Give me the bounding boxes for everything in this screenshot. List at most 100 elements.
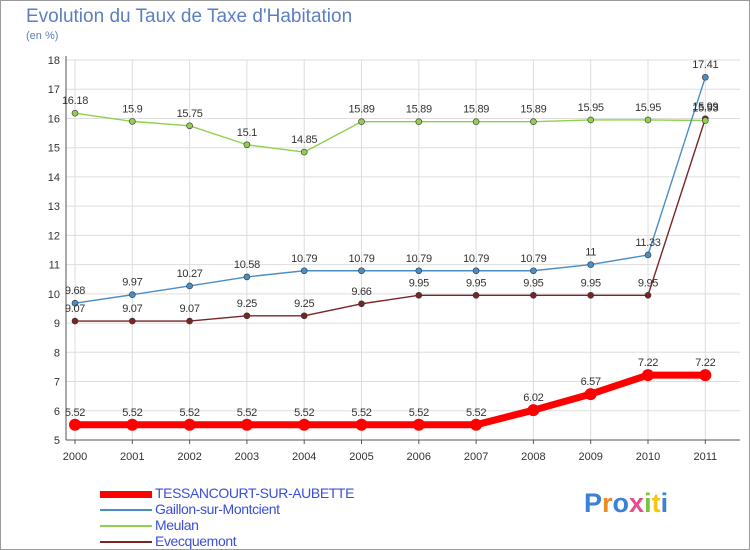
logo-letter: t <box>651 488 661 518</box>
data-point <box>527 404 540 417</box>
data-label: 7.22 <box>695 357 715 369</box>
data-label: 15.89 <box>406 104 432 116</box>
legend-item: Gaillon-sur-Montcient <box>100 501 400 518</box>
x-tick-label: 2004 <box>292 451 316 463</box>
chart-subtitle: (en %) <box>26 30 59 42</box>
data-point <box>472 118 480 125</box>
data-label: 9.07 <box>122 303 142 315</box>
data-point <box>71 317 79 325</box>
data-point <box>71 109 79 117</box>
data-label: 15.95 <box>578 102 604 114</box>
legend-swatch <box>100 509 152 511</box>
data-label: 9.07 <box>179 303 199 315</box>
y-tick-label: 14 <box>48 172 60 184</box>
data-label: 10.79 <box>348 253 374 265</box>
data-label: 6.57 <box>581 376 601 388</box>
axes <box>65 56 740 444</box>
data-label: 11.33 <box>635 237 660 249</box>
data-label: 9.97 <box>122 277 142 289</box>
data-point <box>415 267 423 275</box>
y-tick-labels: 5 6 7 8 9 10 11 12 13 14 15 16 17 18 <box>48 55 60 447</box>
data-point <box>415 118 423 125</box>
data-point <box>300 148 308 156</box>
data-label: 15.1 <box>237 127 257 139</box>
data-label: 15.75 <box>177 108 203 120</box>
data-point <box>186 317 193 325</box>
legend-item: Meulan <box>100 517 400 534</box>
x-tick-label: 2010 <box>636 451 660 463</box>
data-point <box>644 292 652 299</box>
data-label: 9.66 <box>351 286 371 298</box>
legend: TESSANCOURT-SUR-AUBETTE Gaillon-sur-Mont… <box>100 485 400 550</box>
y-tick-label: 18 <box>48 55 60 67</box>
series-line <box>74 77 706 304</box>
data-point <box>240 418 253 431</box>
data-label: 9.07 <box>65 303 85 315</box>
data-point <box>642 369 654 382</box>
data-label: 9.95 <box>581 277 601 289</box>
data-label: 9.95 <box>466 277 486 289</box>
data-label: 5.52 <box>466 407 486 419</box>
data-point <box>584 388 597 401</box>
data-label: 7.22 <box>638 357 658 369</box>
data-point <box>358 118 365 125</box>
data-point <box>530 118 537 125</box>
data-labels: 5.52 5.52 5.52 5.52 5.52 5.52 5.52 5.52 6.02 6.57… <box>62 59 719 419</box>
data-point <box>701 73 709 81</box>
data-point <box>129 291 136 299</box>
data-label: 9.95 <box>638 277 658 289</box>
data-point <box>355 418 368 431</box>
data-point <box>126 418 139 431</box>
y-tick-label: 9 <box>54 318 60 330</box>
data-point <box>129 118 136 125</box>
data-label: 5.52 <box>294 407 314 419</box>
data-label: 10.27 <box>177 268 203 280</box>
series-line <box>74 112 706 153</box>
data-point <box>71 299 79 307</box>
data-label: 15.89 <box>348 104 374 116</box>
logo-letter: P <box>584 488 603 518</box>
legend-label: Meulan <box>155 517 199 533</box>
x-tick-label: 2011 <box>693 451 717 463</box>
legend-swatch <box>100 525 152 527</box>
x-tick-label: 2008 <box>521 451 545 463</box>
data-label: 15.89 <box>520 104 546 116</box>
legend-item: Evecquemont <box>100 533 400 550</box>
data-label: 16.18 <box>62 95 88 107</box>
grid <box>66 59 740 441</box>
data-point <box>183 418 196 431</box>
data-label: 5.52 <box>409 407 429 419</box>
y-tick-label: 6 <box>54 406 60 418</box>
y-tick-label: 15 <box>48 143 60 155</box>
x-tick-label: 2006 <box>407 451 431 463</box>
data-point <box>644 251 652 259</box>
data-point <box>470 418 483 431</box>
logo-letter: x <box>629 488 645 518</box>
data-point <box>186 282 193 290</box>
y-tick-label: 8 <box>54 347 60 359</box>
data-label: 15.95 <box>635 102 661 114</box>
data-point <box>243 312 251 320</box>
data-label: 5.52 <box>65 407 85 419</box>
data-label: 5.52 <box>122 407 142 419</box>
data-label: 10.79 <box>463 253 489 265</box>
data-point <box>186 122 193 130</box>
data-label: 9.95 <box>409 277 429 289</box>
data-label: 9.68 <box>65 285 85 297</box>
data-label: 9.25 <box>237 298 257 310</box>
logo-letter: i <box>644 488 652 518</box>
x-tick-labels: 2000 2001 2002 2003 2004 2005 2006 2007 2008 2009… <box>63 451 717 463</box>
proxiti-logo: Proxiti <box>584 488 668 519</box>
data-point <box>129 317 136 325</box>
data-label: 15.9 <box>122 103 142 115</box>
data-point <box>412 418 425 431</box>
data-point <box>530 267 537 275</box>
data-label: 5.52 <box>351 407 371 419</box>
x-tick-label: 2001 <box>120 451 144 463</box>
data-label: 9.95 <box>523 277 543 289</box>
data-label: 11 <box>585 247 596 259</box>
y-tick-label: 12 <box>48 230 60 242</box>
legend-swatch <box>100 490 152 498</box>
data-point <box>300 312 308 320</box>
